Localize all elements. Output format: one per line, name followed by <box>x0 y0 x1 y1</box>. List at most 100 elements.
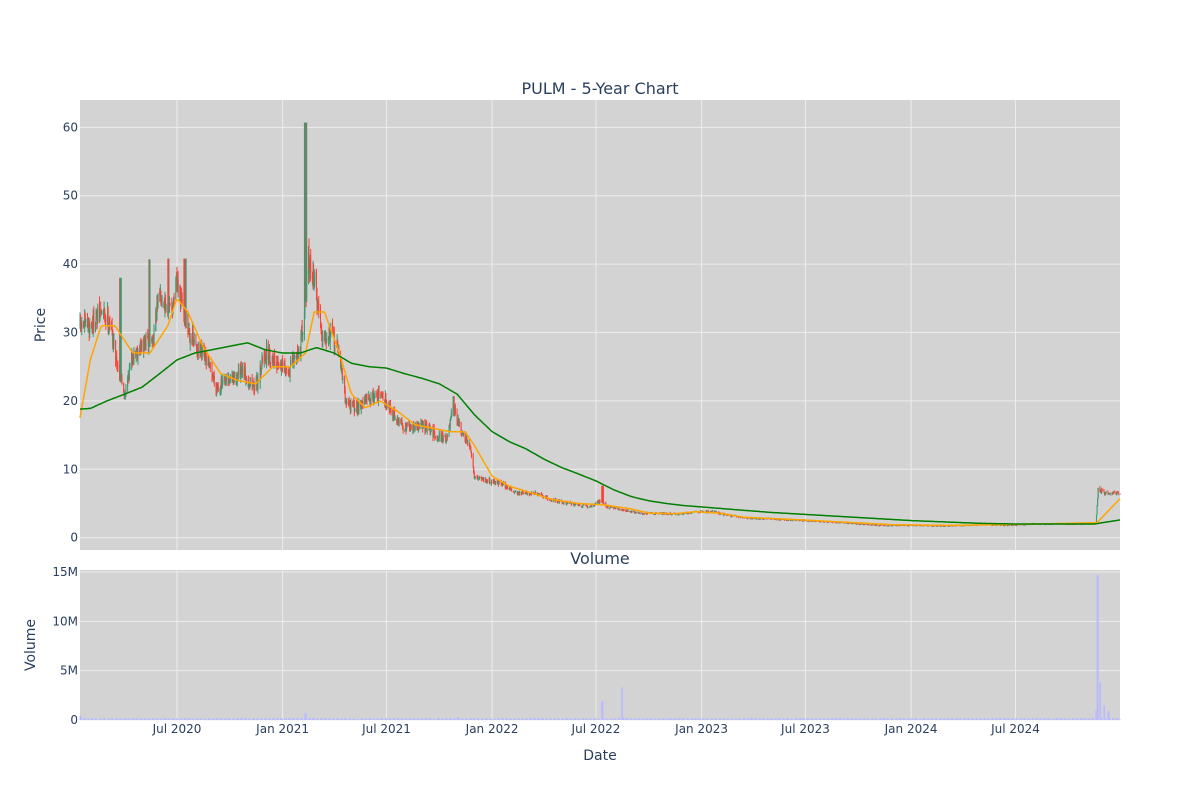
volume-bar <box>685 719 687 720</box>
candle-body <box>609 507 611 509</box>
volume-bar <box>374 718 376 720</box>
volume-bar <box>416 718 418 720</box>
volume-bar <box>787 718 789 720</box>
candle-body <box>609 506 611 508</box>
candle-body <box>499 481 501 483</box>
candle-body <box>716 511 718 513</box>
volume-bar <box>734 719 736 720</box>
volume-bar <box>755 719 757 720</box>
candle-body <box>277 356 279 366</box>
candle-body <box>466 436 468 439</box>
candle-body <box>883 525 885 527</box>
candle-body <box>1024 524 1026 526</box>
candle-body <box>795 519 797 521</box>
candle-body <box>175 278 177 299</box>
candle-body <box>565 502 567 505</box>
volume-bar <box>1055 718 1057 720</box>
volume-bar <box>353 718 355 720</box>
volume-bar <box>928 718 930 720</box>
volume-bar <box>757 718 759 720</box>
candle-body <box>872 524 874 526</box>
volume-bar <box>211 718 213 720</box>
volume-bar <box>1093 718 1095 720</box>
candle-body <box>1112 493 1114 494</box>
volume-bar <box>759 718 761 720</box>
volume-plot-area[interactable] <box>80 570 1120 720</box>
candle-body <box>464 433 466 441</box>
volume-bar <box>629 718 631 720</box>
x-tick-label: Jan 2021 <box>255 722 309 736</box>
volume-bar <box>665 718 667 720</box>
volume-bar <box>397 718 399 720</box>
volume-bar <box>854 718 856 720</box>
volume-bar <box>297 718 299 720</box>
volume-bar <box>452 719 454 720</box>
candle-body <box>341 368 343 380</box>
volume-bar <box>673 718 675 720</box>
candle-body <box>111 325 113 332</box>
candle-body <box>763 518 765 520</box>
volume-bar <box>641 719 643 720</box>
volume-bar <box>974 719 976 720</box>
volume-bar <box>148 718 150 720</box>
candle-body <box>241 366 243 373</box>
volume-bar <box>779 718 781 720</box>
volume-bar <box>874 718 876 720</box>
volume-bar <box>1044 718 1046 720</box>
volume-bar <box>141 718 143 720</box>
volume-bar <box>119 718 121 720</box>
volume-bar <box>967 718 969 720</box>
candle-body <box>108 322 110 326</box>
candle-body <box>381 392 383 396</box>
candle-body <box>302 331 304 336</box>
candle-body <box>617 508 619 510</box>
candle-body <box>356 399 358 412</box>
candle-body <box>200 346 202 352</box>
volume-bar <box>791 718 793 720</box>
candle-body <box>506 486 508 488</box>
volume-bar <box>774 718 776 720</box>
volume-bar <box>751 718 753 720</box>
volume-bar <box>201 718 203 720</box>
candle-body <box>372 390 374 398</box>
candle-body <box>285 369 287 371</box>
candle-body <box>199 343 201 353</box>
volume-bar <box>369 718 371 720</box>
volume-bar <box>691 719 693 720</box>
volume-bar <box>975 718 977 720</box>
volume-bar <box>647 719 649 720</box>
candle-body <box>385 393 387 407</box>
volume-bar <box>651 719 653 720</box>
volume-bar <box>112 718 114 720</box>
volume-bar <box>84 718 86 720</box>
volume-bar <box>373 719 375 720</box>
volume-bar <box>1051 719 1053 720</box>
candle-body <box>633 511 635 513</box>
candle-body <box>579 503 581 506</box>
volume-bar <box>734 718 736 720</box>
candle-body <box>635 512 637 514</box>
candle-body <box>232 373 234 380</box>
candle-body <box>947 526 949 527</box>
candle-body <box>305 285 307 300</box>
volume-bar <box>325 718 327 720</box>
candle-body <box>436 438 438 440</box>
volume-bar <box>848 718 850 720</box>
volume-bar <box>832 718 834 720</box>
volume-bar <box>866 718 868 720</box>
candle-body <box>143 338 145 353</box>
candle-body <box>249 377 251 383</box>
candle-body <box>844 522 846 524</box>
volume-bar <box>828 719 830 720</box>
candle-body <box>614 507 616 509</box>
price-plot-area[interactable] <box>80 100 1120 550</box>
volume-bar <box>1040 719 1042 720</box>
candle-body <box>995 525 997 526</box>
volume-bar <box>996 718 998 720</box>
candle-body <box>527 493 529 495</box>
candle-body <box>468 442 470 444</box>
volume-bar <box>858 719 860 720</box>
volume-bar <box>839 718 841 720</box>
candle-body <box>306 270 308 298</box>
